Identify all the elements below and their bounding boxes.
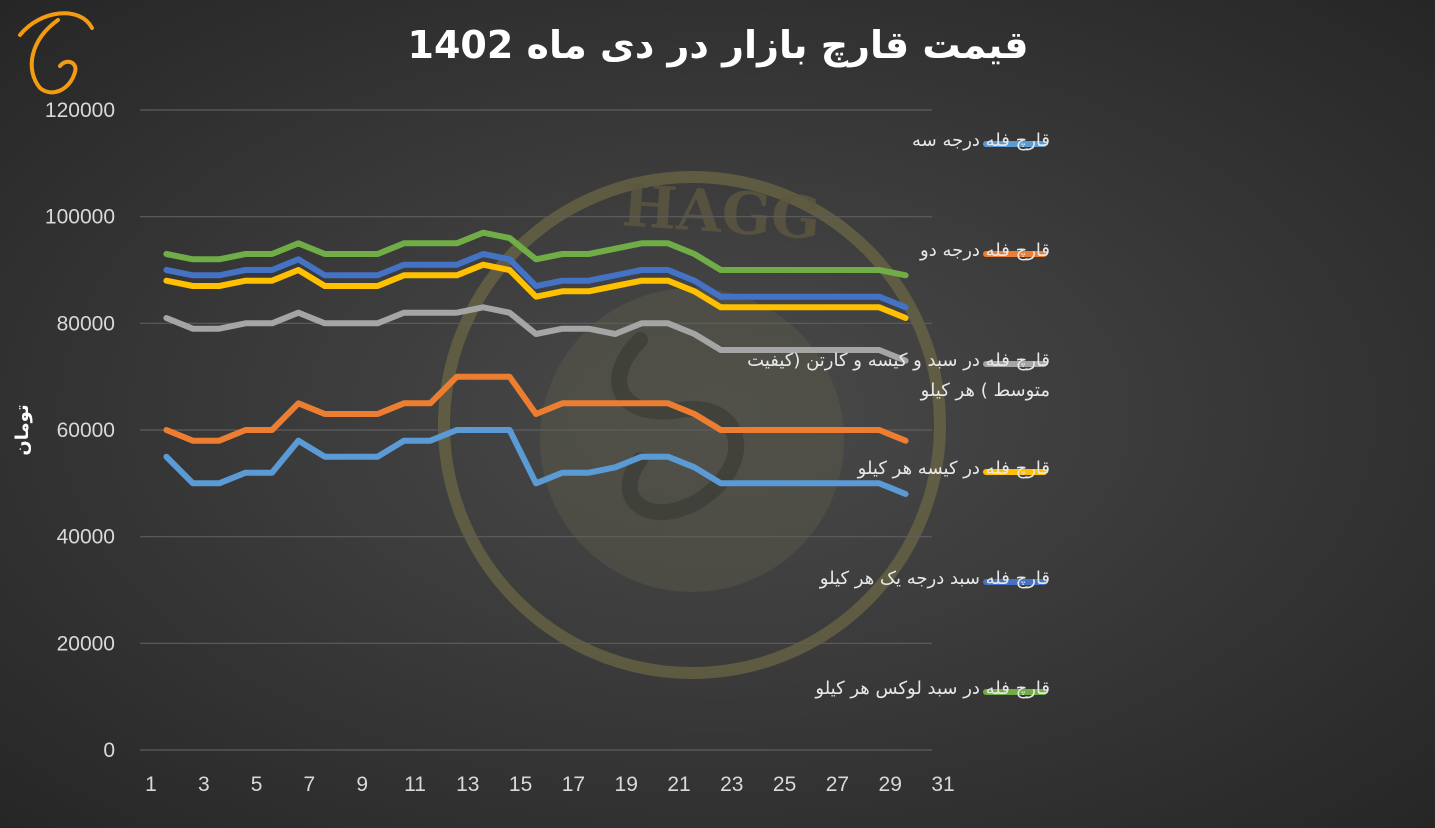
x-axis-ticks: 1 3 5 7 9 11 13 15 17 19 21 23 25 27 29 31	[145, 773, 955, 796]
legend: قارچ فله درجه سه قارچ فله درجه دو قارچ فله…	[747, 130, 1050, 700]
x-tick-label: 9	[356, 773, 368, 796]
legend-item: قارچ فله در سبد لوکس هر کیلو	[814, 678, 1050, 700]
x-tick-label: 21	[667, 773, 690, 796]
watermark-text: HAGG	[620, 171, 823, 253]
series-lines	[163, 229, 909, 497]
series-line-5	[163, 251, 909, 311]
x-tick-label: 13	[456, 773, 479, 796]
legend-label: قارچ فله در کیسه هر کیلو	[857, 458, 1050, 480]
series-line-3	[163, 304, 909, 364]
x-tick-label: 7	[304, 773, 316, 796]
y-tick-label: 120000	[45, 99, 115, 122]
x-tick-label: 19	[615, 773, 638, 796]
y-tick-label: 80000	[57, 312, 115, 335]
legend-label: متوسط ) هر کیلو	[920, 380, 1050, 401]
y-axis-label: تومان	[12, 404, 33, 455]
x-tick-label: 1	[145, 773, 157, 796]
x-tick-label: 27	[826, 773, 849, 796]
legend-label: قارچ فله در سبد لوکس هر کیلو	[814, 678, 1050, 700]
y-tick-label: 60000	[57, 419, 115, 442]
y-tick-label: 20000	[57, 632, 115, 655]
legend-label: قارچ فله سبد درجه یک هر کیلو	[819, 568, 1050, 590]
x-tick-label: 17	[562, 773, 585, 796]
legend-label: قارچ فله درجه دو	[919, 240, 1050, 262]
watermark: HAGG	[438, 171, 946, 679]
y-axis-ticks: 0 20000 40000 60000 80000 100000 120000	[45, 99, 115, 762]
y-tick-label: 40000	[57, 526, 115, 549]
x-tick-label: 25	[773, 773, 796, 796]
series-line-4	[163, 261, 909, 321]
legend-item: قارچ فله درجه سه	[912, 130, 1050, 152]
chart-title: قیمت قارچ بازار در دی ماه 1402	[408, 23, 1029, 67]
x-tick-label: 23	[720, 773, 743, 796]
watermark-logo-icon	[611, 332, 745, 521]
x-tick-label: 15	[509, 773, 532, 796]
legend-item: قارچ فله در سبد و کیسه و کارتن (کیفیت متو…	[747, 350, 1050, 401]
x-tick-label: 11	[404, 773, 426, 796]
series-line-1	[163, 427, 909, 497]
legend-label: قارچ فله در سبد و کیسه و کارتن (کیفیت	[747, 350, 1050, 372]
x-tick-label: 3	[198, 773, 210, 796]
legend-item: قارچ فله درجه دو	[919, 240, 1050, 262]
y-tick-label: 100000	[45, 206, 115, 229]
legend-item: قارچ فله سبد درجه یک هر کیلو	[819, 568, 1050, 590]
y-tick-label: 0	[103, 739, 115, 762]
x-tick-label: 31	[931, 773, 954, 796]
legend-label: قارچ فله درجه سه	[912, 130, 1050, 152]
watermark-outer-ring	[438, 171, 946, 679]
series-line-2	[163, 373, 909, 444]
series-line-6	[163, 229, 909, 279]
x-tick-label: 29	[879, 773, 902, 796]
orange-calligraphy-logo-icon	[18, 11, 94, 95]
x-tick-label: 5	[251, 773, 263, 796]
legend-item: قارچ فله در کیسه هر کیلو	[857, 458, 1050, 480]
brand-logo	[18, 11, 94, 95]
